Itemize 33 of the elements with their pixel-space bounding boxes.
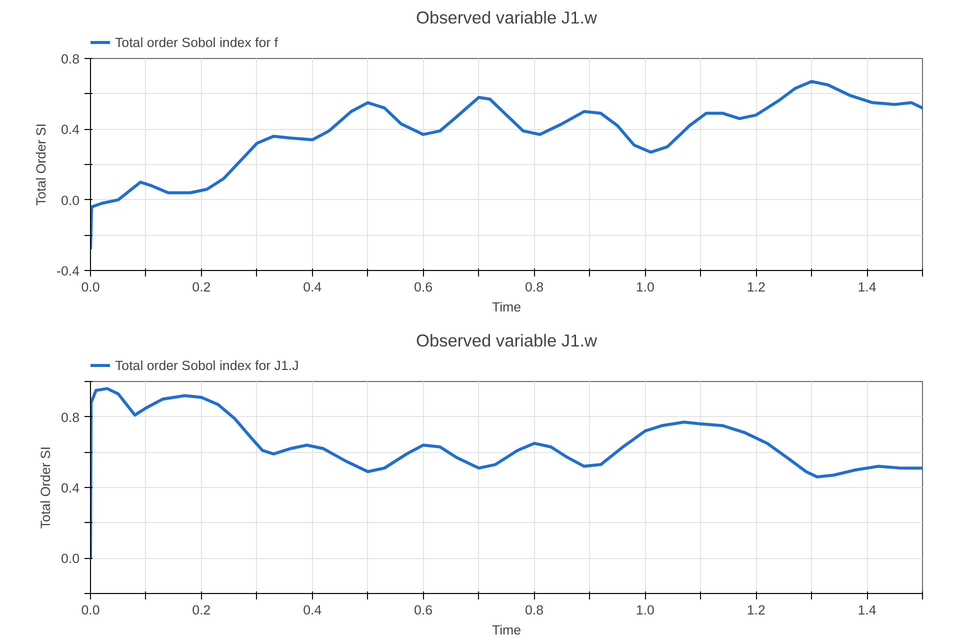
x-tick-label: 1.4 (858, 280, 877, 294)
legend-label: Total order Sobol index for f (115, 34, 278, 50)
x-tick-label: 0.6 (414, 280, 433, 294)
y-tick-label: 0.0 (60, 551, 80, 566)
y-tick-label: 0.4 (60, 480, 80, 496)
x-tick-label: 1.0 (636, 602, 654, 618)
y-tick-label: 0.4 (60, 122, 80, 138)
chart-title: Observed variable J1.w (416, 8, 598, 28)
chart-title: Observed variable J1.w (416, 330, 598, 350)
x-tick-label: 1.4 (858, 602, 877, 618)
y-tick-label: -0.4 (56, 264, 80, 278)
x-tick-label: 0.2 (192, 602, 211, 618)
y-axis-title: Total Order SI (34, 123, 49, 206)
legend-label: Total order Sobol index for J1.J (115, 358, 299, 372)
x-tick-label: 1.2 (746, 602, 766, 618)
y-axis-title: Total Order SI (38, 446, 53, 529)
y-tick-label: 0.0 (60, 192, 80, 208)
x-axis-title: Time (492, 622, 522, 638)
line-series (90, 80, 922, 251)
x-tick-label: 0.8 (524, 602, 544, 618)
x-tick-label: 0.2 (192, 280, 211, 294)
x-tick-label: 1.0 (636, 280, 654, 294)
y-tick-label: 0.8 (60, 52, 80, 66)
x-tick-label: 0.4 (303, 602, 322, 618)
x-tick-label: 1.2 (746, 280, 766, 294)
x-tick-label: 0.0 (81, 280, 100, 294)
x-axis-title: Time (492, 300, 522, 314)
x-tick-label: 0.8 (524, 280, 544, 294)
x-tick-label: 0.4 (303, 280, 322, 294)
line-series (90, 387, 922, 560)
y-tick-label: 0.8 (60, 410, 80, 425)
x-tick-label: 0.0 (81, 602, 100, 618)
x-tick-label: 0.6 (414, 602, 433, 618)
